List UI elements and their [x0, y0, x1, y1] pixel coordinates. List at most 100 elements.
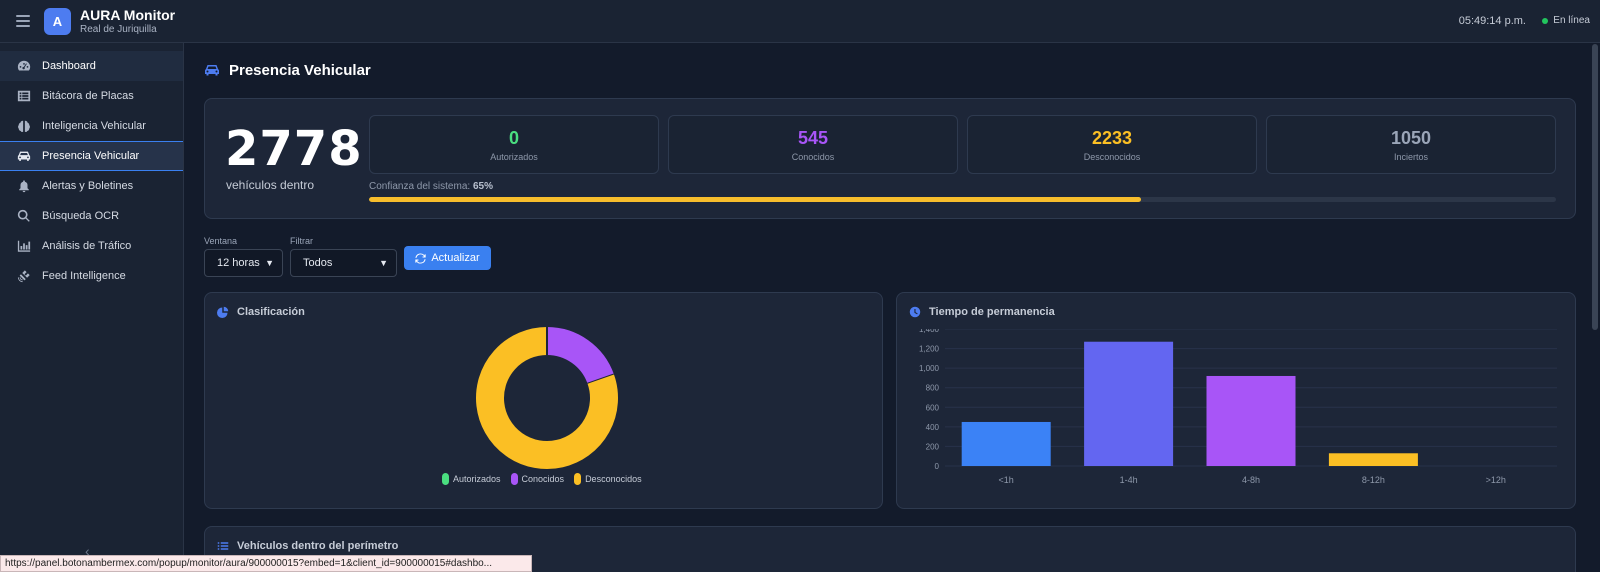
vehicles-inside-count: 2778	[225, 121, 363, 177]
y-tick-label: 0	[935, 462, 940, 471]
stat-value: 2233	[1091, 128, 1133, 148]
stat-autorizados: 0 Autorizados	[369, 115, 659, 174]
confidence-progress-fill	[369, 197, 1141, 202]
search-icon	[17, 209, 31, 223]
y-tick-label: 1,000	[919, 364, 940, 373]
sidebar-item-dashboard[interactable]: Dashboard	[0, 51, 183, 81]
legend-item[interactable]: Desconocidos	[574, 473, 642, 485]
app-subtitle: Real de Juriquilla	[80, 23, 157, 35]
stat-conocidos: 545 Conocidos	[668, 115, 958, 174]
bar-<1h	[961, 421, 1051, 466]
x-tick-label: 1-4h	[1120, 475, 1138, 485]
bar-8-12h	[1328, 453, 1418, 466]
list-icon	[217, 542, 229, 550]
stat-desconocidos: 2233 Desconocidos	[967, 115, 1257, 174]
chart-icon	[17, 239, 31, 253]
sidebar-item-busqueda-ocr[interactable]: Búsqueda OCR	[0, 201, 183, 231]
confidence-value: 65%	[472, 181, 493, 192]
sidebar-item-alertas[interactable]: Alertas y Boletines	[0, 171, 183, 201]
sidebar-item-label: Feed Intelligence	[42, 270, 126, 282]
window-select[interactable]: 12 horas ▼	[204, 249, 283, 277]
connection-status: En línea	[1542, 15, 1590, 26]
sidebar-item-bitacora[interactable]: Bitácora de Placas	[0, 81, 183, 111]
stat-value: 0	[508, 128, 519, 148]
legend-item[interactable]: Conocidos	[510, 473, 565, 485]
sidebar-item-label: Alertas y Boletines	[42, 180, 134, 192]
window-label: Ventana	[204, 236, 238, 246]
legend-swatch	[574, 473, 582, 485]
sidebar-item-analisis[interactable]: Análisis de Tráfico	[0, 231, 183, 261]
classification-donut-chart	[476, 327, 618, 469]
page-title: Presencia Vehicular	[204, 62, 371, 79]
y-tick-label: 400	[926, 423, 940, 432]
sidebar: Dashboard Bitácora de Placas Inteligenci…	[0, 43, 184, 572]
bell-icon	[17, 179, 31, 193]
legend-swatch	[442, 473, 449, 485]
legend-item[interactable]: Autorizados	[442, 473, 501, 485]
dwell-time-bar-chart: 0 200 400 600 800 1,000 1,200 1,400 <1h 1-4h 4-8h 8…	[919, 329, 1557, 485]
page-title-text: Presencia Vehicular	[229, 62, 371, 79]
stat-label: Desconocidos	[1083, 152, 1141, 162]
classification-card: Clasificación Autorizados Conocidos Descon…	[204, 292, 883, 509]
top-bar: A AURA Monitor Real de Juriquilla 05:49:…	[0, 0, 1600, 43]
dwell-title: Tiempo de permanencia	[929, 306, 1055, 318]
x-tick-label: 4-8h	[1242, 475, 1260, 485]
confidence-progress-bar	[369, 197, 1556, 202]
online-dot-icon	[1542, 17, 1549, 24]
donut-slice-conocidos	[546, 327, 614, 385]
chevron-down-icon: ▼	[265, 258, 274, 268]
window-select-value: 12 horas	[217, 257, 260, 269]
brand: AURA Monitor Real de Juriquilla	[80, 7, 175, 36]
browser-status-url: https://panel.botonambermex.com/popup/mo…	[0, 555, 532, 572]
legend-swatch	[510, 473, 518, 485]
x-tick-label: <1h	[999, 475, 1014, 485]
clock: 05:49:14 p.m.	[1458, 15, 1526, 27]
refresh-label: Actualizar	[431, 252, 480, 264]
sidebar-item-inteligencia[interactable]: Inteligencia Vehicular	[0, 111, 183, 141]
vehicles-inside-label: vehículos dentro	[226, 178, 315, 192]
sidebar-item-label: Búsqueda OCR	[42, 210, 120, 222]
y-tick-label: 600	[926, 403, 940, 412]
stat-label: Conocidos	[791, 152, 835, 162]
x-tick-label: 8-12h	[1362, 475, 1385, 485]
dwell-time-card: Tiempo de permanencia 0 200 400 600 800 1,000…	[896, 292, 1576, 509]
gauge-icon	[17, 59, 31, 73]
page-scrollbar[interactable]	[1592, 44, 1598, 330]
y-tick-label: 1,200	[919, 345, 940, 354]
app-title: AURA Monitor	[80, 6, 176, 23]
vehicles-title: Vehículos dentro del perímetro	[237, 540, 399, 552]
filter-label: Filtrar	[290, 236, 313, 246]
sidebar-item-label: Inteligencia Vehicular	[42, 120, 146, 132]
stat-label: Autorizados	[490, 152, 538, 162]
y-tick-label: 800	[926, 384, 940, 393]
sidebar-item-feed[interactable]: Feed Intelligence	[0, 261, 183, 291]
app-logo: A	[44, 7, 71, 35]
sidebar-item-label: Análisis de Tráfico	[42, 240, 132, 252]
sidebar-item-label: Bitácora de Placas	[42, 90, 134, 102]
stat-value: 545	[797, 128, 829, 148]
satellite-icon	[17, 269, 31, 283]
sidebar-item-label: Dashboard	[42, 60, 96, 72]
confidence-label: Confianza del sistema:	[369, 181, 471, 192]
summary-card: 2778 vehículos dentro 0 Autorizados 545 …	[204, 98, 1576, 219]
y-tick-label: 200	[926, 442, 940, 451]
car-icon	[17, 149, 31, 163]
stat-value: 1050	[1390, 128, 1432, 148]
card-title: Clasificación	[217, 306, 305, 318]
confidence-text: Confianza del sistema: 65%	[369, 181, 493, 192]
refresh-button[interactable]: Actualizar	[404, 246, 491, 270]
card-title: Tiempo de permanencia	[909, 306, 1055, 318]
classification-legend: Autorizados Conocidos Desconocidos	[442, 473, 642, 485]
collapse-sidebar-button[interactable]: ‹	[85, 543, 90, 559]
chevron-down-icon: ▼	[379, 258, 388, 268]
car-icon	[205, 64, 219, 75]
bar-4-8h	[1206, 375, 1296, 466]
card-title: Vehículos dentro del perímetro	[217, 540, 398, 552]
menu-icon[interactable]	[16, 15, 30, 27]
clock-icon	[909, 306, 921, 318]
sidebar-item-presencia[interactable]: Presencia Vehicular	[0, 141, 183, 171]
legend-label: Conocidos	[521, 474, 565, 484]
filter-select[interactable]: Todos ▼	[290, 249, 397, 277]
sidebar-item-label: Presencia Vehicular	[42, 150, 140, 162]
legend-label: Desconocidos	[585, 474, 642, 484]
